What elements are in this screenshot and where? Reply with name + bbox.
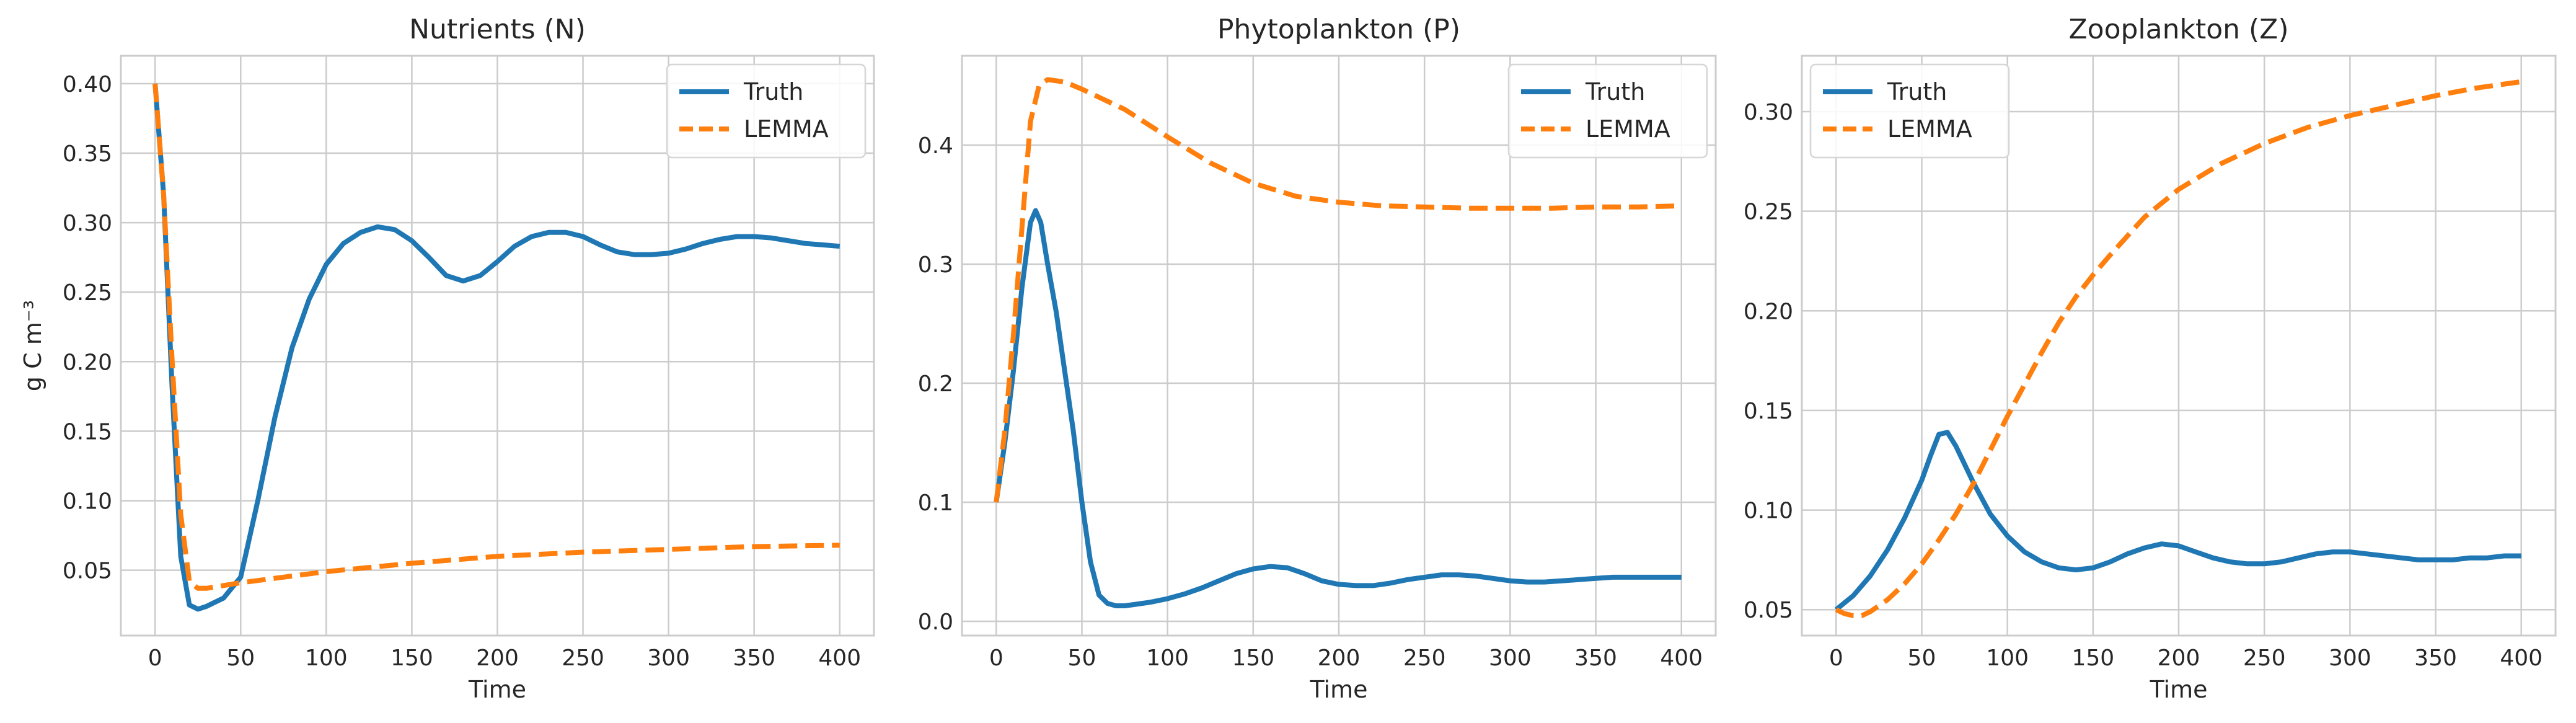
x-tick-label: 150 — [1232, 645, 1274, 671]
x-tick-label: 0 — [148, 645, 162, 671]
legend-label-lemma: LEMMA — [1887, 115, 1972, 143]
y-tick-label: 0.35 — [63, 141, 112, 167]
x-axis-label: Time — [1310, 676, 1368, 703]
y-tick-label: 0.10 — [1744, 499, 1793, 524]
x-tick-label: 0 — [1829, 645, 1843, 671]
y-tick-label: 0.30 — [63, 211, 112, 236]
series-line-lemma — [994, 77, 1682, 503]
y-tick-label: 0.25 — [1744, 200, 1793, 225]
y-tick-label: 0.1 — [918, 490, 953, 516]
subplot-3: 0 50 100 150 200 250 300 350 400 0.05 0.10 0.15 0.20… — [1744, 14, 2557, 703]
x-tick-label: 400 — [1660, 645, 1703, 671]
y-tick-label: 0.15 — [1744, 399, 1793, 424]
y-tick-label: 0.20 — [1744, 299, 1793, 324]
legend: Truth LEMMA — [1507, 63, 1708, 159]
y-tick-label: 0.2 — [918, 371, 953, 397]
x-tick-label: 300 — [2329, 645, 2371, 671]
x-axis-label: Time — [468, 676, 526, 703]
legend: Truth LEMMA — [1809, 63, 2010, 159]
x-tick-label: 100 — [1986, 645, 2029, 671]
x-tick-label: 350 — [733, 645, 775, 671]
chart-title: Zooplankton (Z) — [2069, 14, 2289, 45]
y-tick-label: 0.40 — [63, 72, 112, 97]
x-tick-label: 350 — [1574, 645, 1617, 671]
series-line-truth — [152, 83, 840, 612]
x-axis-label: Time — [2150, 676, 2208, 703]
subplot-2: 0 50 100 150 200 250 300 350 400 0.0 0.1 0.2 0.3 0.4 P… — [918, 14, 1717, 703]
legend-label-truth: Truth — [743, 78, 803, 105]
x-tick-label: 350 — [2414, 645, 2457, 671]
x-tick-label: 400 — [2500, 645, 2543, 671]
y-tick-label: 0.20 — [63, 350, 112, 375]
legend-box — [1507, 63, 1708, 159]
legend-box — [1809, 63, 2010, 159]
x-tick-label: 250 — [2243, 645, 2286, 671]
legend-label-truth: Truth — [1585, 78, 1645, 105]
x-tick-label: 0 — [989, 645, 1003, 671]
y-tick-label: 0.30 — [1744, 100, 1793, 125]
y-tick-label: 0.10 — [63, 489, 112, 515]
series-line-truth — [994, 208, 1682, 608]
y-tick-label: 0.0 — [918, 610, 953, 635]
plot-frame — [120, 55, 875, 637]
x-tick-label: 50 — [226, 645, 255, 671]
y-axis-label: g C m⁻³ — [19, 300, 46, 391]
legend-label-lemma: LEMMA — [1586, 115, 1670, 143]
chart-title: Nutrients (N) — [409, 14, 586, 45]
plot-frame — [1801, 55, 2557, 637]
series-line-truth — [1834, 430, 2521, 612]
x-tick-label: 250 — [562, 645, 604, 671]
x-tick-label: 50 — [1068, 645, 1096, 671]
legend-box — [666, 63, 867, 159]
x-tick-label: 150 — [390, 645, 433, 671]
legend-label-truth: Truth — [1887, 78, 1947, 105]
x-tick-label: 200 — [2158, 645, 2200, 671]
x-tick-label: 250 — [1403, 645, 1446, 671]
legend-label-lemma: LEMMA — [744, 115, 829, 143]
x-tick-label: 50 — [1908, 645, 1936, 671]
x-tick-label: 200 — [1318, 645, 1361, 671]
y-tick-label: 0.15 — [63, 419, 112, 445]
y-tick-label: 0.05 — [63, 559, 112, 584]
x-tick-label: 300 — [1489, 645, 1532, 671]
y-tick-label: 0.05 — [1744, 598, 1793, 623]
legend: Truth LEMMA — [666, 63, 867, 159]
subplot-1: 0 50 100 150 200 250 300 350 400 0.05 0.10 0.15 0.20… — [19, 14, 875, 703]
y-tick-label: 0.4 — [918, 133, 953, 159]
plot-frame — [961, 55, 1717, 637]
series-line-lemma — [152, 83, 840, 591]
chart-title: Phytoplankton (P) — [1217, 14, 1460, 45]
x-tick-label: 200 — [476, 645, 519, 671]
x-tick-label: 150 — [2071, 645, 2114, 671]
series-line-lemma — [1835, 79, 2522, 618]
x-tick-label: 300 — [647, 645, 690, 671]
y-tick-label: 0.3 — [918, 252, 953, 278]
x-tick-label: 400 — [818, 645, 861, 671]
x-tick-label: 100 — [305, 645, 348, 671]
y-tick-label: 0.25 — [63, 280, 112, 306]
x-tick-label: 100 — [1146, 645, 1189, 671]
